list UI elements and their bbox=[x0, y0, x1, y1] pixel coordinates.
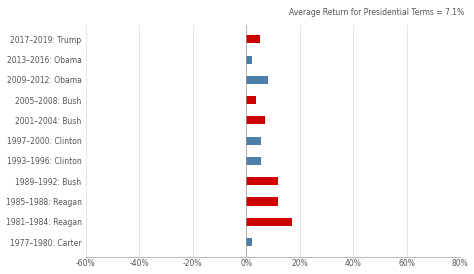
Bar bbox=[246, 56, 252, 64]
Text: Average Return for Presidential Terms = 7.1%: Average Return for Presidential Terms = … bbox=[290, 8, 465, 17]
Bar bbox=[246, 137, 261, 145]
Bar bbox=[246, 35, 260, 43]
Bar bbox=[246, 177, 278, 185]
Bar bbox=[246, 76, 267, 84]
Bar bbox=[246, 238, 252, 246]
Bar bbox=[246, 116, 265, 124]
Bar bbox=[246, 218, 292, 226]
Bar bbox=[246, 198, 278, 206]
Bar bbox=[246, 96, 255, 104]
Bar bbox=[246, 157, 261, 165]
